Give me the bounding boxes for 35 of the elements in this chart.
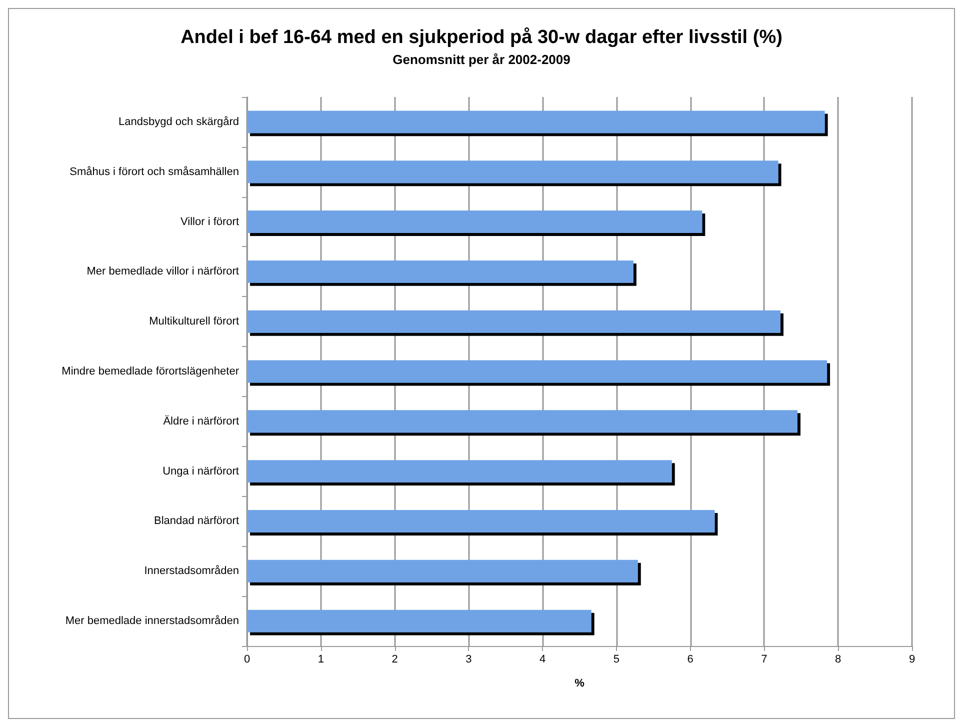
y-tick-label: Mer bemedlade villor i närförort <box>86 266 239 278</box>
x-tick-label: 7 <box>761 654 768 666</box>
y-tick-label: Mer bemedlade innerstadsområden <box>65 615 239 628</box>
bar <box>247 260 634 283</box>
x-tick-label: 0 <box>244 654 250 666</box>
x-tick-label: 3 <box>466 654 472 666</box>
bar <box>247 610 592 632</box>
x-tick-label: 1 <box>318 654 324 666</box>
x-tick-label: 2 <box>392 654 398 666</box>
bar <box>247 460 672 483</box>
chart-title: Andel i bef 16-64 med en sjukperiod på 30-w dagar efter livsstil (%) <box>180 27 782 48</box>
x-axis-title: % <box>574 678 585 690</box>
y-tick-label: Landsbygd och skärgård <box>118 116 239 128</box>
y-tick-label: Innerstadsområden <box>144 565 239 578</box>
x-tick-label: 9 <box>908 654 916 666</box>
x-tick-label: 6 <box>687 654 694 666</box>
x-tick-label: 4 <box>539 654 546 666</box>
bar <box>247 310 780 333</box>
x-tick-label: 5 <box>613 654 620 666</box>
y-tick-label: Multikulturell förort <box>149 316 239 328</box>
y-tick-label: Villor i förort <box>180 216 239 228</box>
x-tick-label: 8 <box>835 654 842 666</box>
y-tick-label: Unga i närförort <box>162 465 239 478</box>
bar <box>247 210 702 233</box>
chart-subtitle: Genomsnitt per år 2002-2009 <box>392 52 570 67</box>
y-tick-label: Småhus i förort och småsamhällen <box>70 166 239 178</box>
bar <box>247 410 798 433</box>
bar <box>247 510 715 532</box>
bar <box>247 560 638 582</box>
bar <box>247 360 828 383</box>
bar <box>247 160 778 184</box>
bar <box>247 110 825 134</box>
y-tick-label: Blandad närförort <box>154 515 239 528</box>
y-tick-label: Mindre bemedlade förortslägenheter <box>62 366 240 378</box>
y-tick-label: Äldre i närförort <box>163 414 239 428</box>
